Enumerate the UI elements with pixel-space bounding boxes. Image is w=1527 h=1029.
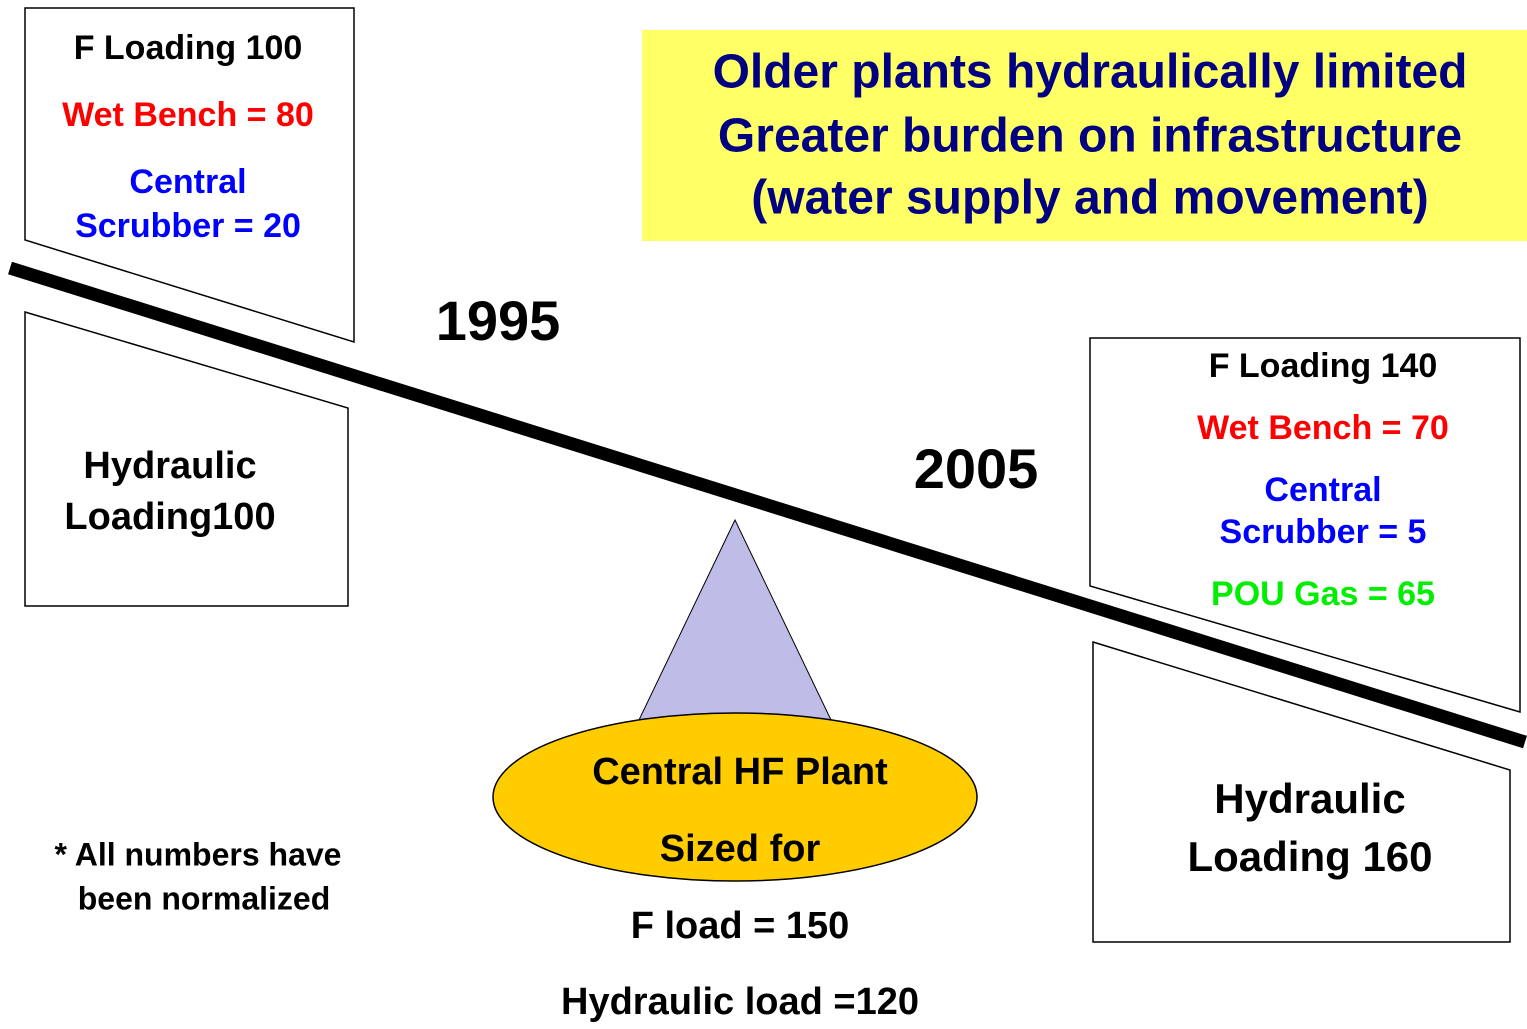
banner-text: Greater burden on infrastructure (718, 110, 1462, 163)
box (1089, 337, 1521, 714)
label: Scrubber = 20 (75, 207, 301, 245)
label: Sized for (660, 828, 821, 870)
box (1092, 640, 1511, 943)
box (24, 310, 349, 607)
banner-bg (642, 30, 1527, 241)
box (24, 7, 355, 344)
fulcrum (637, 518, 833, 723)
label: Loading 160 (1187, 833, 1432, 880)
label: Central HF Plant (592, 751, 888, 793)
label: F load = 150 (631, 905, 850, 947)
label: Hydraulic load =120 (561, 981, 919, 1023)
label: F Loading 140 (1209, 347, 1438, 385)
beam (8, 261, 1527, 749)
plant-ellipse (492, 712, 978, 882)
label: Central (129, 163, 246, 201)
year: 1995 (436, 289, 561, 352)
label: POU Gas = 65 (1211, 575, 1435, 613)
label: F Loading 100 (74, 29, 303, 67)
label: Central (1264, 471, 1381, 509)
note: been normalized (78, 880, 331, 916)
label: Loading100 (64, 496, 275, 538)
note: * All numbers have (55, 836, 342, 872)
banner-text: (water supply and movement) (751, 172, 1428, 225)
label: Wet Bench = 70 (1197, 409, 1449, 447)
banner-text: Older plants hydraulically limited (713, 46, 1468, 99)
label: Scrubber = 5 (1220, 513, 1427, 551)
label: Hydraulic (83, 445, 256, 487)
label: Hydraulic (1214, 775, 1405, 822)
label: Wet Bench = 80 (62, 96, 314, 134)
year: 2005 (914, 437, 1039, 500)
